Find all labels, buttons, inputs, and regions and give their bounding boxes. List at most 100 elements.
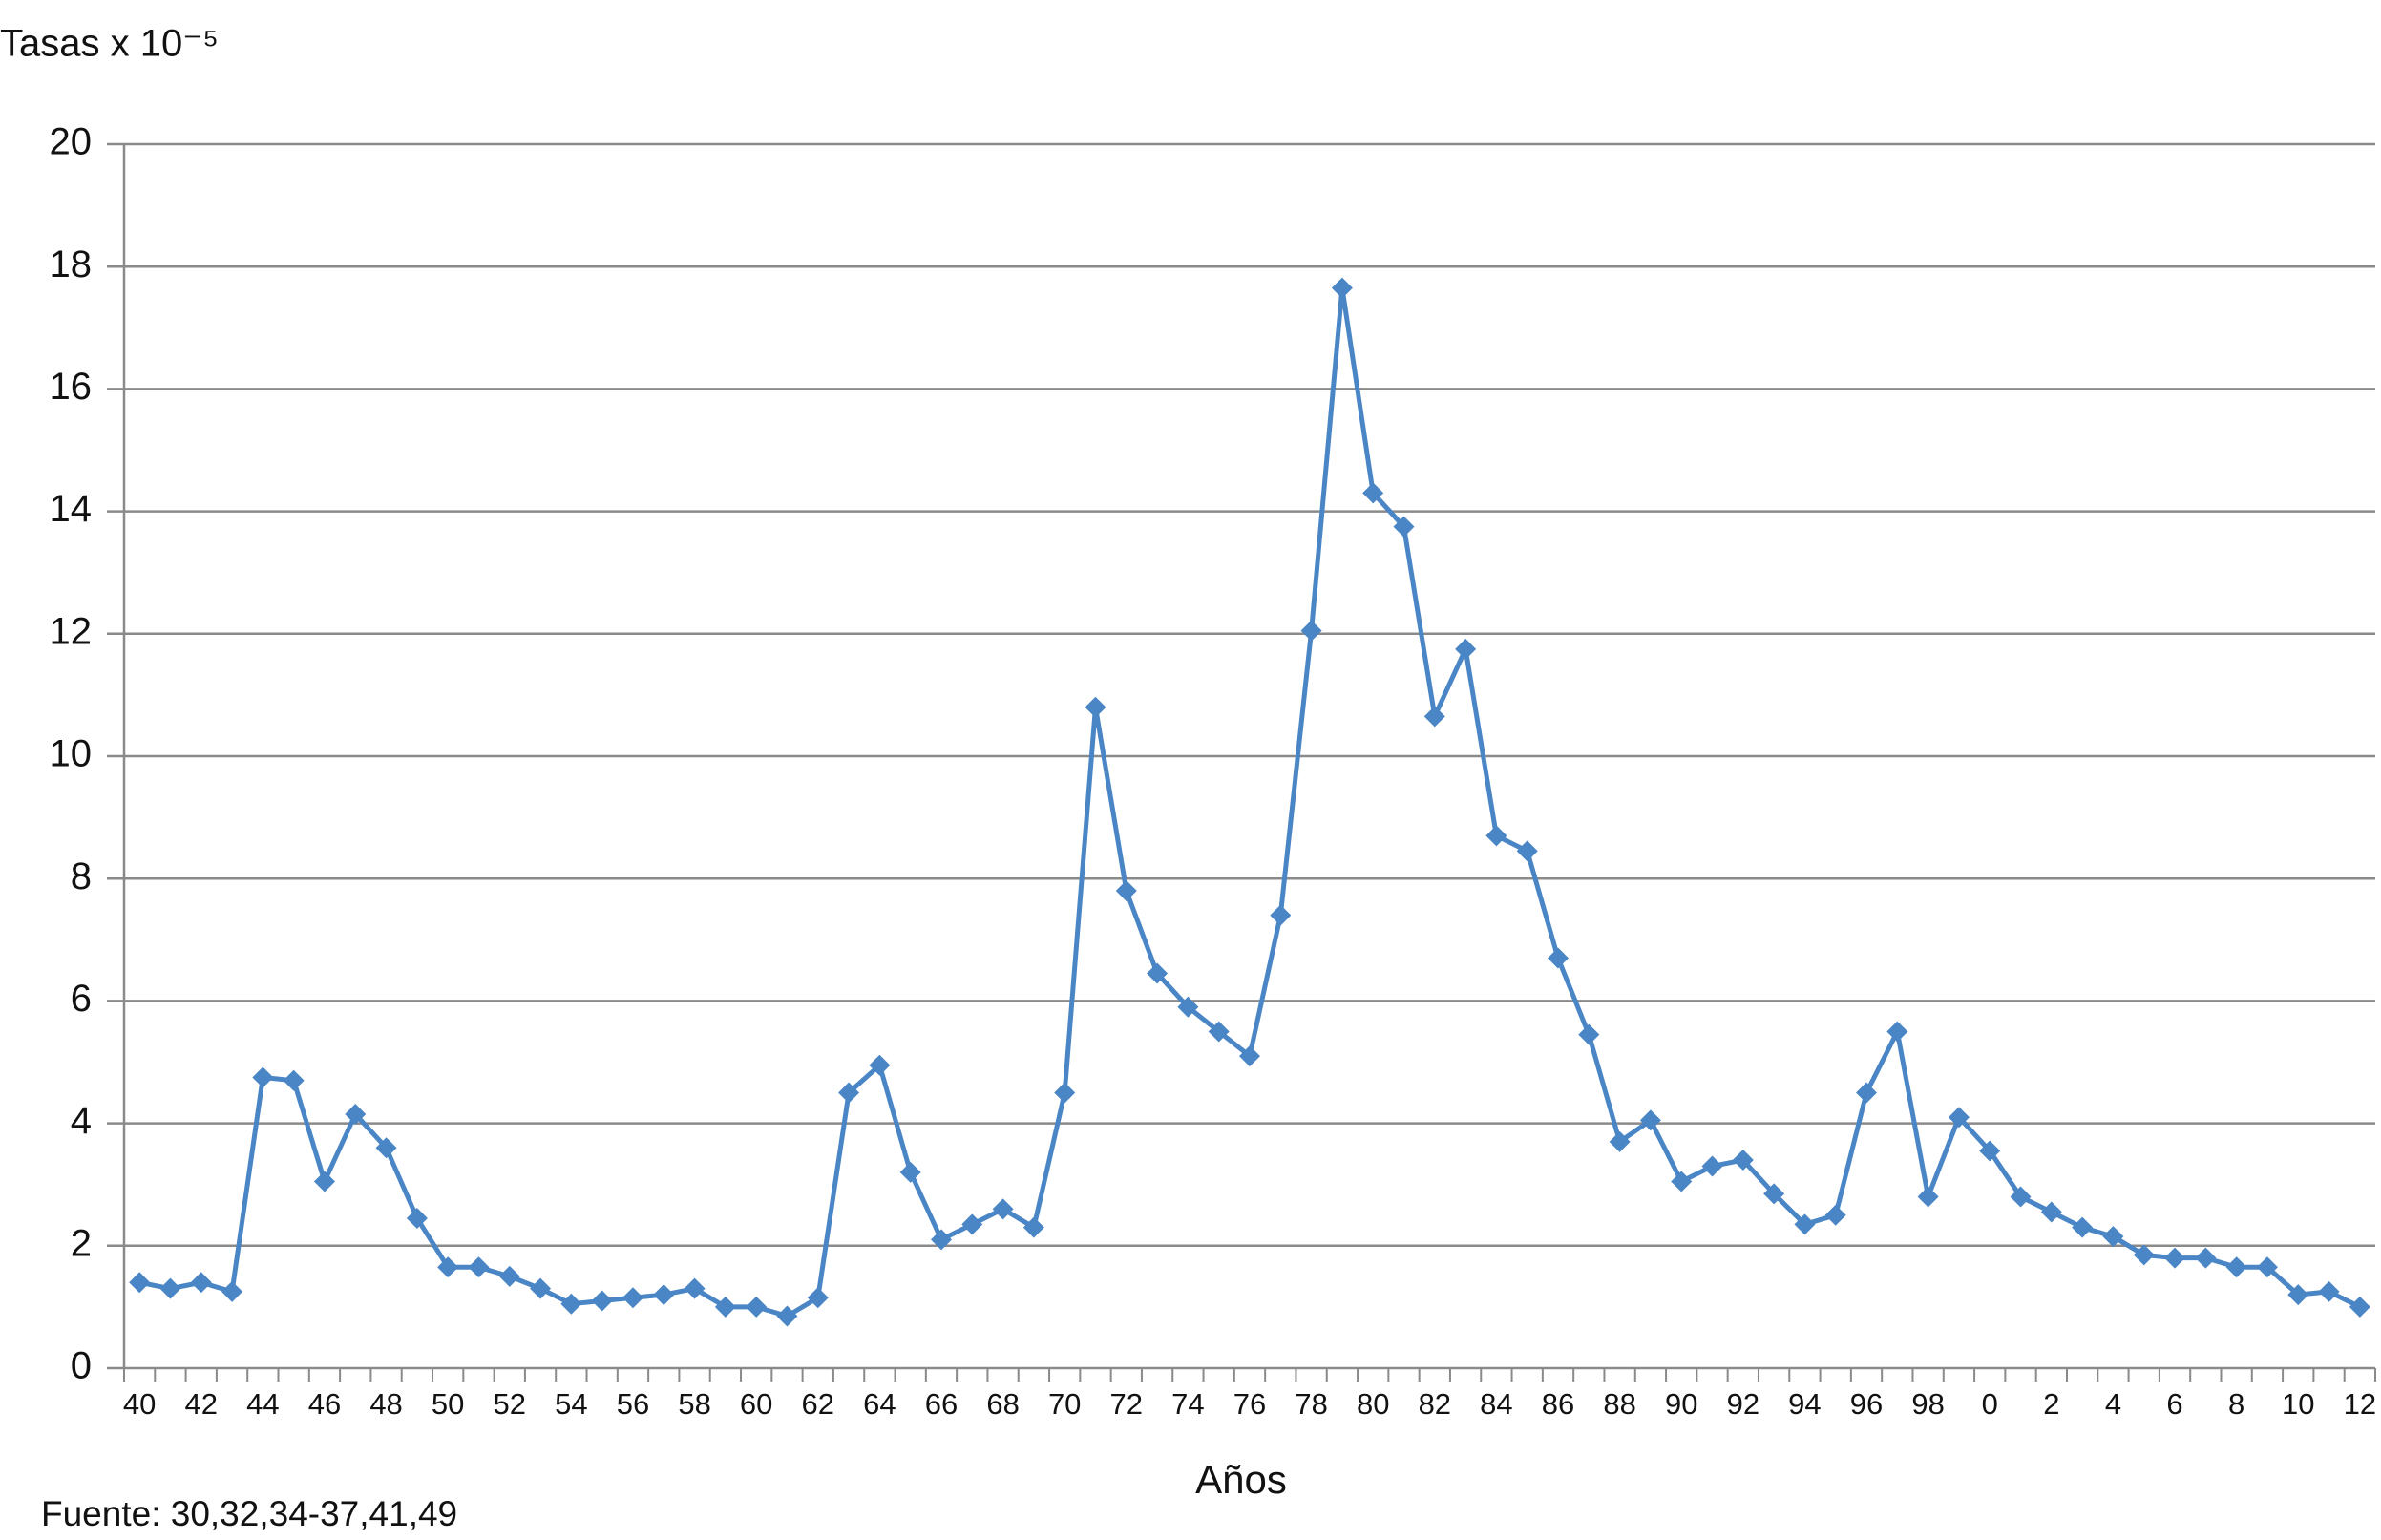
source-note: Fuente: 30,32,34-37,41,49	[41, 1494, 457, 1533]
y-tick-label: 4	[71, 1100, 92, 1142]
data-marker	[2225, 1256, 2247, 1278]
data-marker	[2133, 1244, 2155, 1266]
y-tick-label: 12	[50, 610, 93, 652]
data-marker	[591, 1290, 613, 1312]
data-marker	[1917, 1186, 1939, 1208]
data-marker	[961, 1213, 983, 1235]
data-marker	[129, 1272, 151, 1294]
data-marker	[1516, 840, 1538, 862]
x-tick-label: 82	[1419, 1387, 1451, 1421]
x-tick-label: 94	[1788, 1387, 1821, 1421]
y-tick-label: 6	[71, 978, 92, 1020]
data-marker	[1886, 1021, 1908, 1043]
data-marker	[1578, 1023, 1600, 1045]
x-axis-title: Años	[1195, 1457, 1287, 1502]
x-tick-label: 48	[369, 1387, 402, 1421]
x-tick-label: 70	[1048, 1387, 1081, 1421]
x-tick-label: 80	[1357, 1387, 1389, 1421]
data-marker	[221, 1280, 243, 1302]
x-tick-label: 68	[986, 1387, 1019, 1421]
data-marker	[1979, 1140, 2001, 1162]
x-tick-label: 0	[1982, 1387, 1998, 1421]
data-marker	[283, 1069, 305, 1091]
data-marker	[2164, 1247, 2186, 1269]
data-marker	[1639, 1109, 1661, 1131]
data-marker	[2256, 1256, 2278, 1278]
data-marker	[2040, 1201, 2062, 1223]
data-marker	[2287, 1284, 2309, 1306]
x-tick-label: 44	[246, 1387, 279, 1421]
data-marker	[1270, 904, 1292, 926]
data-marker	[1362, 482, 1384, 504]
data-marker	[1054, 1082, 1076, 1104]
data-marker	[899, 1161, 921, 1183]
data-marker	[437, 1256, 459, 1278]
data-marker	[1794, 1213, 1816, 1235]
x-tick-label: 2	[2043, 1387, 2059, 1421]
x-tick-label: 42	[185, 1387, 218, 1421]
x-tick-label: 66	[925, 1387, 958, 1421]
data-marker	[1732, 1150, 1754, 1171]
x-tick-label: 46	[308, 1387, 341, 1421]
x-tick-label: 96	[1850, 1387, 1883, 1421]
x-tick-label: 84	[1480, 1387, 1512, 1421]
x-tick-label: 52	[494, 1387, 526, 1421]
x-tick-label: 54	[555, 1387, 587, 1421]
data-marker	[776, 1305, 798, 1327]
data-marker	[992, 1198, 1014, 1220]
x-tick-label: 98	[1911, 1387, 1944, 1421]
data-marker	[498, 1265, 520, 1287]
data-marker	[1239, 1045, 1260, 1067]
data-marker	[746, 1296, 768, 1318]
data-marker	[190, 1272, 212, 1294]
data-marker	[930, 1229, 952, 1251]
x-tick-label: 56	[617, 1387, 649, 1421]
data-marker	[1609, 1130, 1631, 1152]
y-tick-label: 2	[71, 1222, 92, 1264]
data-marker	[2010, 1186, 2032, 1208]
data-marker	[1300, 620, 1322, 642]
x-tick-label: 10	[2282, 1387, 2314, 1421]
data-marker	[1856, 1082, 1878, 1104]
data-marker	[1115, 880, 1137, 902]
x-tick-label: 4	[2105, 1387, 2121, 1421]
data-marker	[807, 1287, 829, 1309]
x-tick-label: 40	[123, 1387, 156, 1421]
x-tick-label: 6	[2166, 1387, 2182, 1421]
data-marker	[313, 1171, 335, 1192]
data-marker	[1701, 1155, 1723, 1177]
y-tick-label: 16	[50, 366, 93, 408]
data-marker	[1208, 1021, 1230, 1043]
data-marker	[2072, 1216, 2094, 1238]
x-tick-label: 92	[1727, 1387, 1759, 1421]
data-marker	[1485, 825, 1507, 847]
x-tick-label: 74	[1171, 1387, 1204, 1421]
y-tick-label: 20	[50, 121, 93, 163]
x-tick-label: 60	[740, 1387, 772, 1421]
data-marker	[1177, 996, 1199, 1018]
x-tick-label: 64	[863, 1387, 896, 1421]
data-marker	[1948, 1107, 1970, 1129]
data-marker	[1147, 962, 1169, 984]
data-marker	[345, 1103, 367, 1125]
y-tick-label: 0	[71, 1345, 92, 1387]
data-marker	[1824, 1204, 1846, 1226]
x-tick-label: 86	[1542, 1387, 1574, 1421]
x-tick-label: 78	[1295, 1387, 1327, 1421]
x-tick-label: 72	[1110, 1387, 1143, 1421]
y-axis-title: Tasas x 10⁻⁵	[0, 23, 219, 65]
data-marker	[159, 1277, 181, 1299]
data-marker	[1331, 277, 1353, 299]
data-marker	[560, 1293, 582, 1315]
x-tick-label: 58	[678, 1387, 710, 1421]
data-marker	[375, 1137, 397, 1159]
data-marker	[1085, 696, 1106, 718]
data-marker	[622, 1287, 643, 1309]
data-marker	[869, 1054, 891, 1076]
data-line	[138, 285, 2361, 1319]
data-marker	[468, 1256, 490, 1278]
data-marker	[2349, 1296, 2370, 1318]
data-marker	[1455, 638, 1477, 660]
y-tick-label: 18	[50, 243, 93, 285]
